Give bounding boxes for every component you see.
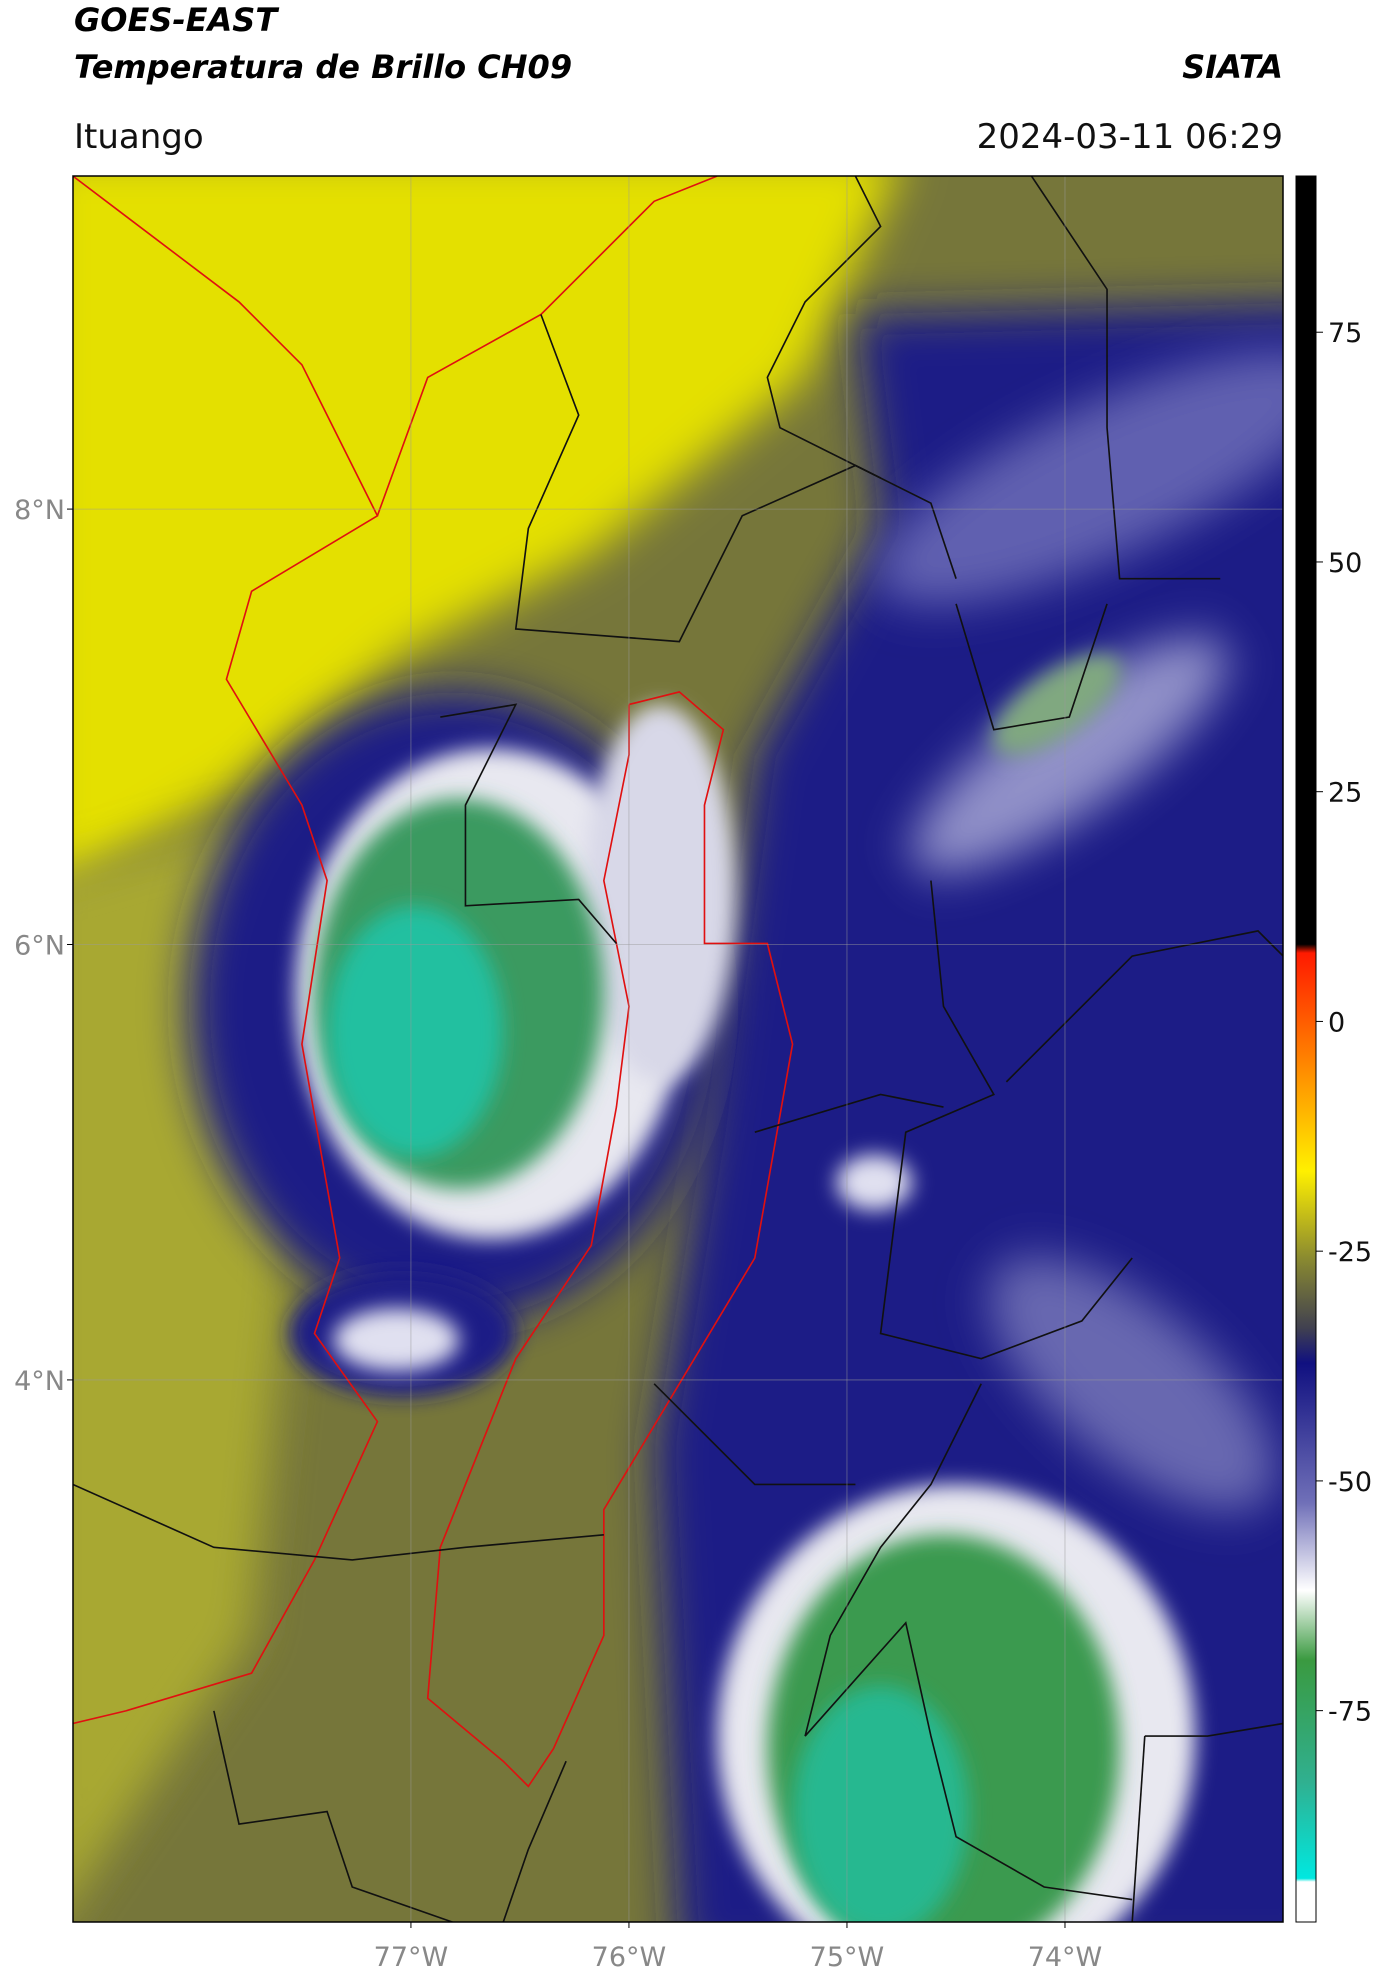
map-frame [72,175,1284,1923]
colorbar [1295,175,1317,1923]
subtitle: Temperatura de Brillo CH09 [74,48,572,86]
colorbar-tick-label: 25 [1328,778,1362,809]
satellite-image [73,176,1283,1922]
colorbar-tick-label: -25 [1328,1237,1372,1268]
lon-tick-label: 74°W [1028,1942,1103,1973]
graticule [67,176,1283,1928]
lon-tick-label: 75°W [810,1942,885,1973]
lat-tick-label: 6°N [14,931,65,962]
colorbar-tick-label: 50 [1328,548,1362,579]
lon-tick-label: 76°W [592,1942,667,1973]
colorbar-tick-label: 0 [1328,1007,1345,1038]
timestamp: 2024-03-11 06:29 [977,117,1283,157]
colorbar-tick-label: -75 [1328,1697,1372,1728]
lon-tick-label: 77°W [374,1942,449,1973]
source: SIATA [1182,48,1283,86]
colorbar-tick-label: -50 [1328,1467,1372,1498]
title: GOES-EAST [74,1,279,39]
location: Ituango [74,117,204,157]
lat-tick-label: 4°N [14,1366,65,1397]
colorbar-tick-label: 75 [1328,318,1362,349]
lat-tick-label: 8°N [14,495,65,526]
